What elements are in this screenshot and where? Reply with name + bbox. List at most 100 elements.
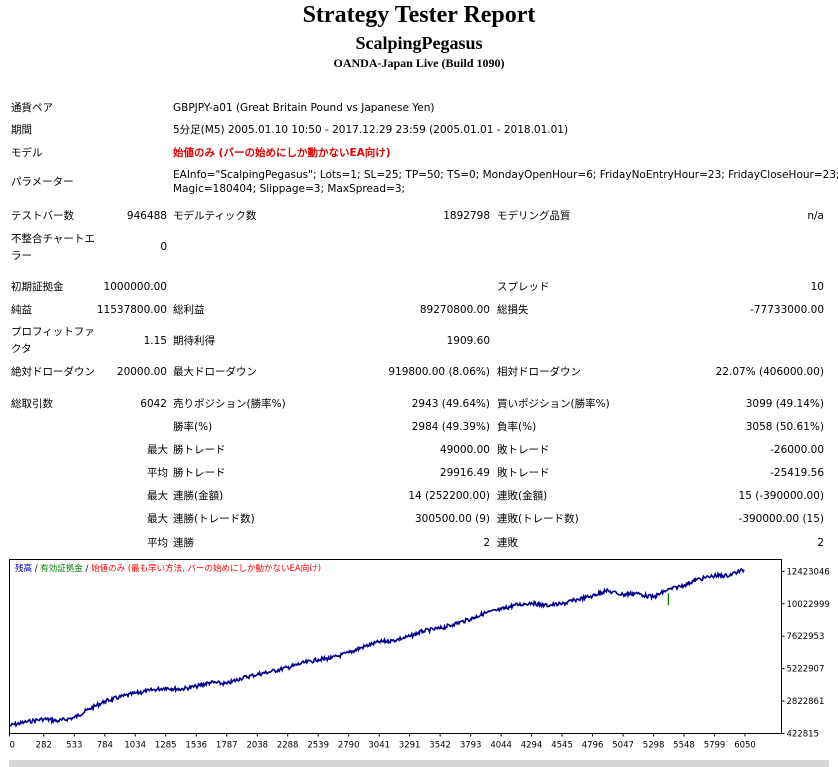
spread-value: 10 [810, 281, 824, 293]
max-consecutive-count-prefix: 最大 [147, 513, 168, 525]
y-tick-label: 2822861 [787, 697, 825, 707]
loss-trades-value: 3058 (50.61%) [745, 421, 824, 433]
max-consecutive-prefix: 最大 [147, 490, 168, 502]
average-consecutive-wins-label: 連勝 [173, 537, 194, 549]
x-tick-label: 2038 [246, 741, 268, 751]
legend-balance: 残高 [15, 563, 32, 574]
y-tick-label: 422815 [787, 730, 819, 740]
legend-separator-1: / [32, 564, 40, 574]
x-tick-label: 1285 [155, 741, 177, 751]
expected-payoff-value: 1909.60 [446, 335, 490, 347]
x-tick-label: 5548 [673, 741, 695, 751]
average-profit-value: 29916.49 [439, 467, 490, 479]
ticks-label: モデルティック数 [173, 210, 257, 222]
average-loss-value: -25419.56 [770, 467, 824, 479]
quality-label: モデリング品質 [497, 210, 571, 222]
ea-name: ScalpingPegasus [355, 33, 483, 53]
y-tick-label: 7622953 [787, 632, 825, 642]
spread-label: スプレッド [497, 281, 550, 293]
maximal-drawdown-label: 最大ドローダウン [173, 366, 257, 378]
deposit-label: 初期証拠金 [11, 281, 64, 293]
x-tick-label: 4294 [521, 741, 543, 751]
deposit-value: 1000000.00 [103, 281, 167, 293]
mismatch-value: 0 [160, 241, 167, 253]
x-tick-label: 2539 [307, 741, 329, 751]
max-consecutive-profit-label: 連勝(トレード数) [173, 513, 255, 525]
max-consecutive-losses-label: 連敗(金額) [497, 490, 548, 502]
gross-profit-label: 総利益 [173, 304, 205, 316]
relative-drawdown-label: 相対ドローダウン [497, 366, 581, 378]
average-consecutive-prefix: 平均 [147, 537, 168, 549]
bars-label: テストバー数 [11, 210, 74, 222]
largest-prefix: 最大 [147, 444, 168, 456]
absolute-drawdown-value: 20000.00 [116, 366, 167, 378]
average-consecutive-wins-value: 2 [483, 537, 490, 549]
mismatch-label-line-2: ラー [11, 250, 32, 262]
x-tick-label: 2790 [338, 741, 360, 751]
net-profit-label: 純益 [11, 304, 32, 316]
x-tick-label: 533 [66, 741, 82, 751]
x-tick-label: 1787 [216, 741, 238, 751]
y-tick-label: 10022999 [787, 600, 830, 610]
max-consecutive-wins-label: 連勝(金額) [173, 490, 224, 502]
gross-profit-value: 89270800.00 [419, 304, 490, 316]
legend-equity: 有効証拠金 [40, 563, 83, 574]
x-tick-label: 3041 [368, 741, 390, 751]
x-tick-label: 4545 [551, 741, 573, 751]
parameters-label: パラメーター [11, 176, 74, 188]
max-consecutive-profit-value: 300500.00 (9) [415, 513, 490, 525]
x-tick-label: 0 [10, 741, 15, 751]
average-prefix: 平均 [147, 467, 168, 479]
report-title: Strategy Tester Report [302, 2, 536, 28]
profit-trades-value: 2984 (49.39%) [411, 421, 490, 433]
largest-loss-value: -26000.00 [770, 444, 824, 456]
period-label: 期間 [11, 124, 32, 136]
x-tick-label: 3291 [399, 741, 421, 751]
loss-trades-label: 負率(%) [497, 421, 537, 433]
x-tick-label: 5047 [612, 741, 634, 751]
profit-factor-value: 1.15 [143, 335, 167, 347]
max-consecutive-losses-value: 15 (-390000.00) [738, 490, 824, 502]
largest-loss-label: 敗トレード [497, 444, 550, 456]
x-tick-label: 5298 [643, 741, 665, 751]
x-tick-label: 5799 [704, 741, 726, 751]
quality-value: n/a [807, 210, 824, 222]
balance-series-line [9, 567, 745, 728]
legend-model: 始値のみ (最も早い方法, バーの始めにしか動かないEA向け) [91, 563, 321, 574]
balance-chart: 0 282 533 784 1034 1285 1536 1787 2038 2288 2539 27… [9, 559, 830, 751]
y-tick-label: 12423046 [787, 567, 830, 577]
net-profit-value: 11537800.00 [96, 304, 167, 316]
chart-grid [9, 570, 785, 737]
ticks-value: 1892798 [443, 210, 490, 222]
relative-drawdown-value: 22.07% (406000.00) [715, 366, 824, 378]
gross-loss-label: 総損失 [497, 304, 529, 316]
x-tick-label: 2288 [277, 741, 299, 751]
average-loss-label: 敗トレード [497, 467, 550, 479]
parameters-line-1: EAInfo="ScalpingPegasus"; Lots=1; SL=25;… [173, 169, 838, 181]
mismatch-label-line-1: 不整合チャートエ [11, 233, 95, 245]
x-tick-label: 3793 [460, 741, 482, 751]
expected-payoff-label: 期待利得 [173, 335, 215, 347]
max-consecutive-wins-value: 14 (252200.00) [408, 490, 490, 502]
period-value: 5分足(M5) 2005.01.10 10:50 - 2017.12.29 23… [173, 124, 569, 136]
total-trades-label: 総取引数 [11, 398, 53, 410]
bars-value: 946488 [126, 210, 167, 222]
long-positions-value: 3099 (49.14%) [745, 398, 824, 410]
absolute-drawdown-label: 絶対ドローダウン [11, 366, 95, 378]
model-value: 始値のみ (バーの始めにしか動かないEA向け) [173, 147, 391, 159]
symbol-label: 通貨ペア [11, 102, 53, 114]
short-positions-label: 売りポジション(勝率%) [173, 398, 286, 410]
largest-profit-label: 勝トレード [173, 444, 226, 456]
largest-profit-value: 49000.00 [439, 444, 490, 456]
chart-legend: 残高 / 有効証拠金 / 始値のみ (最も早い方法, バーの始めにしか動かないE… [15, 563, 321, 574]
maximal-drawdown-value: 919800.00 (8.06%) [388, 366, 490, 378]
average-profit-label: 勝トレード [173, 467, 226, 479]
x-tick-label: 282 [36, 741, 52, 751]
x-tick-label: 1536 [185, 741, 207, 751]
profit-factor-label-line-1: プロフィットファ [11, 326, 95, 338]
x-tick-label: 4044 [490, 741, 512, 751]
x-tick-label: 784 [97, 741, 113, 751]
max-consecutive-loss-label: 連敗(トレード数) [497, 513, 579, 525]
server-name: OANDA-Japan Live (Build 1090) [333, 56, 505, 70]
gross-loss-value: -77733000.00 [750, 304, 824, 316]
